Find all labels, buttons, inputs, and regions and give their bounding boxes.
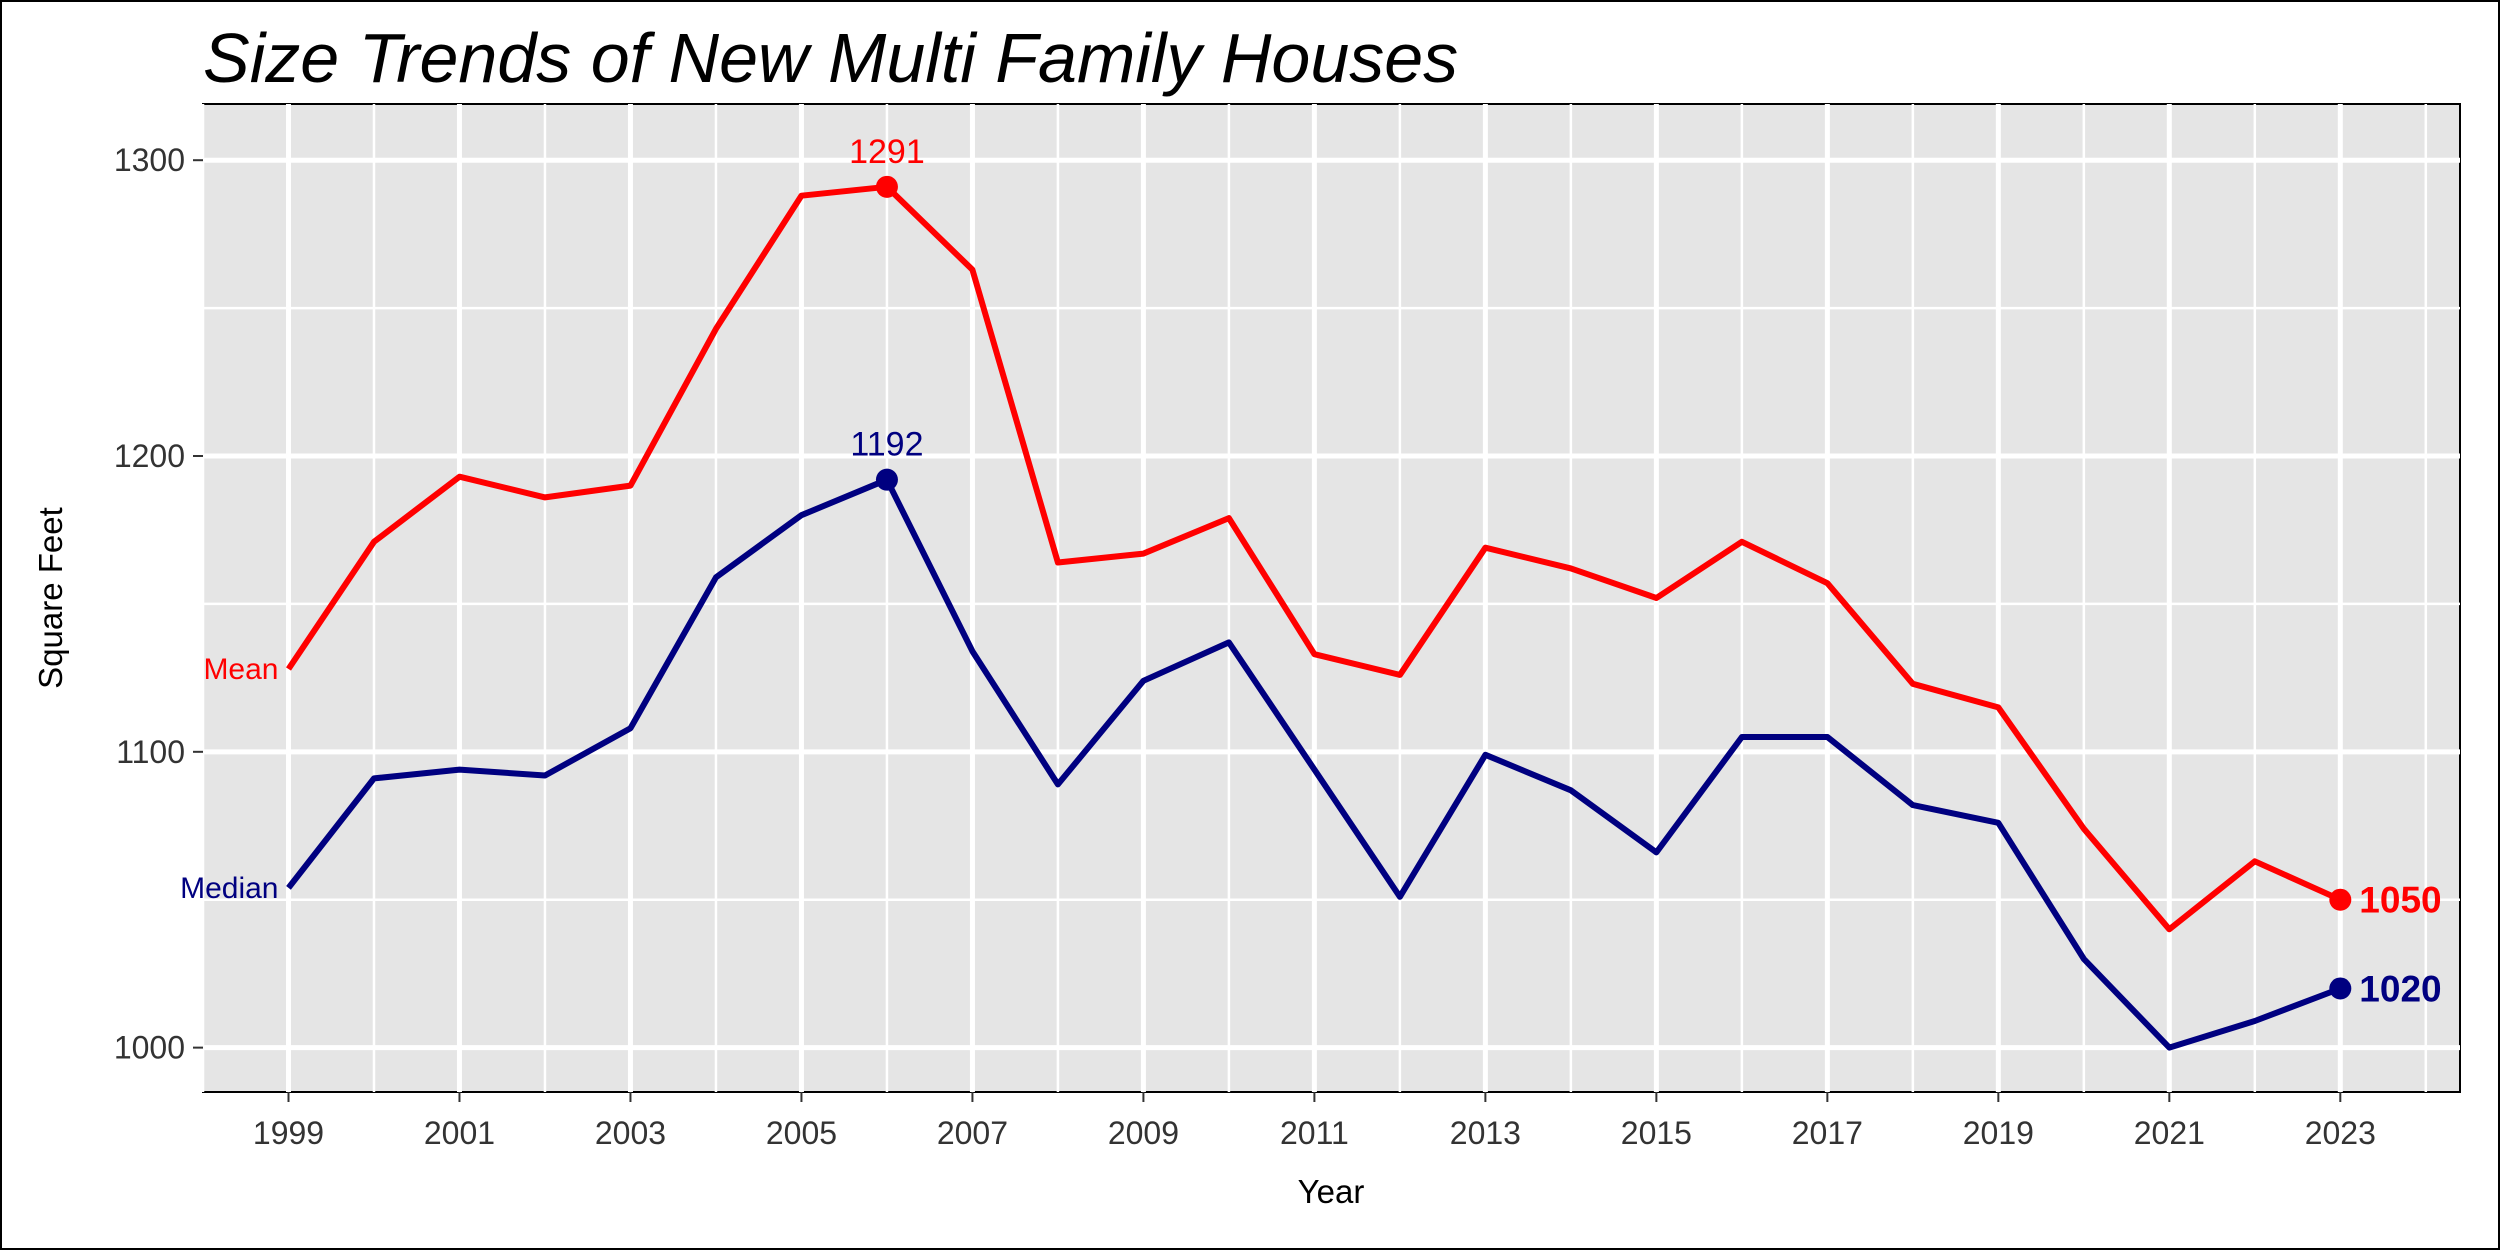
x-tick-label: 2013	[1450, 1115, 1521, 1151]
mean-series-line	[286, 183, 2342, 933]
mean-peak-point	[875, 175, 898, 198]
x-tick-label: 2017	[1792, 1115, 1863, 1151]
mean-peak-label: 1291	[849, 133, 925, 171]
grid	[201, 104, 2460, 1092]
median-end-label: 1020	[2359, 968, 2441, 1009]
series: Mean 1291 1050 Median 1192 1020	[180, 133, 2442, 1051]
y-tick-label: 1300	[114, 142, 185, 178]
x-tick-label: 2019	[1963, 1115, 2034, 1151]
median-series-line	[286, 476, 2342, 1051]
y-tick-label: 1000	[114, 1030, 185, 1066]
x-tick-label: 2009	[1108, 1115, 1179, 1151]
median-peak-point	[875, 468, 898, 491]
x-tick-label: 2001	[424, 1115, 495, 1151]
x-tick-label: 2023	[2305, 1115, 2376, 1151]
x-tick-label: 2015	[1621, 1115, 1692, 1151]
x-tick-label: 2007	[937, 1115, 1008, 1151]
y-axis-label: Square Feet	[32, 507, 69, 689]
y-tick-label: 1100	[116, 734, 185, 770]
median-peak-label: 1192	[850, 426, 923, 464]
mean-end-point	[2329, 888, 2352, 911]
x-axis-label: Year	[1298, 1173, 1365, 1210]
y-tick-label: 1200	[114, 438, 185, 474]
median-series-label: Median	[180, 872, 278, 905]
x-tick-label: 2003	[595, 1115, 666, 1151]
x-tick-label: 2011	[1280, 1115, 1349, 1151]
median-end-point	[2329, 977, 2352, 1000]
chart-title: Size Trends of New Multi Family Houses	[203, 19, 1458, 97]
x-tick-label: 2005	[766, 1115, 837, 1151]
x-tick-label: 1999	[253, 1115, 324, 1151]
mean-end-label: 1050	[2359, 880, 2441, 921]
plot-background	[202, 103, 2461, 1093]
axes: 1999 2001 2003 2005 2007 2009 2011 2013 2015 2017…	[114, 142, 2376, 1151]
mean-series-label: Mean	[203, 653, 278, 686]
x-tick-label: 2021	[2134, 1115, 2205, 1151]
